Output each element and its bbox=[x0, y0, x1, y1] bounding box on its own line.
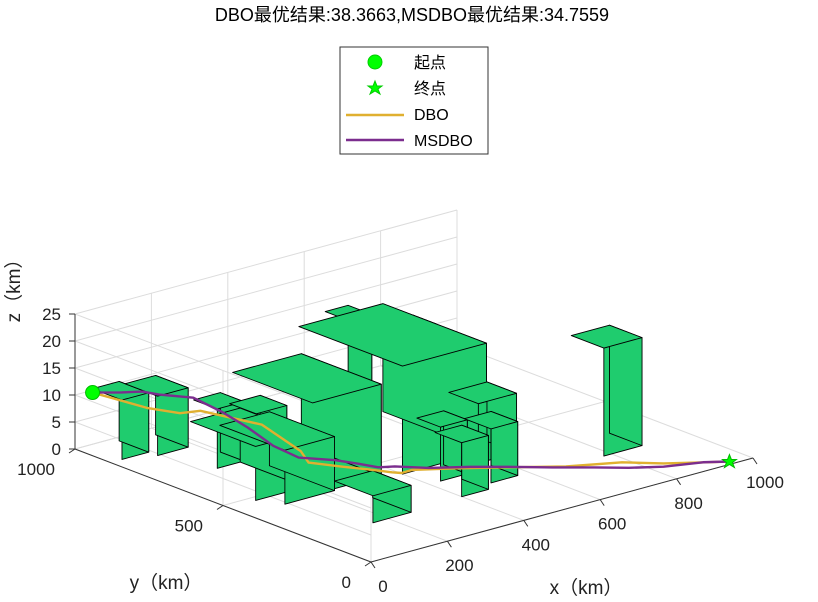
z-tick-label: 25 bbox=[42, 305, 61, 324]
legend-start-label: 起点 bbox=[414, 54, 446, 72]
z-tick-label: 5 bbox=[52, 413, 61, 432]
legend-end-label: 终点 bbox=[414, 80, 446, 98]
x-tick-mark bbox=[523, 520, 529, 527]
legend-dbo-label: DBO bbox=[414, 107, 449, 124]
building-top-face bbox=[232, 353, 382, 404]
legend-msdbo-label: MSDBO bbox=[414, 133, 473, 150]
y-tick-mark bbox=[216, 505, 224, 510]
legend-box bbox=[339, 46, 489, 155]
series-line-msdbo bbox=[91, 390, 731, 470]
building-top-face bbox=[124, 374, 189, 397]
z-tick-label: 20 bbox=[42, 332, 61, 351]
y-tick-label: 500 bbox=[175, 517, 203, 536]
y-tick-label: 0 bbox=[342, 573, 351, 592]
building bbox=[298, 303, 487, 475]
y-tick-mark bbox=[68, 448, 76, 454]
legend-end-marker bbox=[366, 79, 384, 96]
x-tick-mark bbox=[752, 457, 758, 465]
x-tick-label: 400 bbox=[522, 535, 550, 554]
x-tick-mark bbox=[676, 478, 682, 486]
grid-line-z-wall bbox=[74, 263, 458, 369]
building bbox=[333, 470, 412, 524]
building-top-face bbox=[298, 303, 487, 367]
building-top-face bbox=[229, 394, 288, 415]
markers bbox=[85, 385, 738, 469]
start-marker bbox=[85, 385, 101, 401]
z-tick-label: 0 bbox=[52, 440, 61, 459]
series-line-dbo bbox=[91, 391, 731, 475]
x-tick-mark bbox=[370, 561, 376, 569]
building bbox=[570, 324, 643, 457]
x-tick-label: 600 bbox=[598, 515, 626, 534]
x-axis-line bbox=[370, 457, 754, 563]
building-top-face bbox=[416, 410, 468, 428]
grid-line-z-wall bbox=[74, 209, 458, 315]
x-tick-label: 800 bbox=[674, 494, 702, 513]
x-axis-label: x（km） bbox=[550, 577, 623, 599]
building-top-face bbox=[570, 324, 643, 349]
x-tick-mark bbox=[599, 499, 605, 506]
buildings bbox=[91, 303, 643, 524]
x-tick-mark bbox=[446, 540, 452, 548]
legend-start-marker bbox=[367, 54, 383, 70]
building-top-face bbox=[463, 410, 519, 430]
z-axis-label: z（km） bbox=[3, 250, 25, 323]
axes bbox=[68, 313, 758, 569]
y-tick-mark bbox=[364, 561, 372, 567]
chart-title: DBO最优结果:38.3663,MSDBO最优结果:34.7559 bbox=[215, 5, 609, 25]
end-marker bbox=[720, 453, 738, 469]
x-tick-label: 0 bbox=[378, 577, 387, 596]
z-tick-label: 15 bbox=[42, 359, 61, 378]
y-tick-label: 1000 bbox=[17, 460, 55, 479]
building-top-face bbox=[448, 381, 518, 405]
x-tick-label: 200 bbox=[445, 556, 473, 575]
legend: 起点 终点 DBO MSDBO bbox=[339, 46, 489, 155]
y-axis-label: y（km） bbox=[130, 572, 203, 594]
x-tick-label: 1000 bbox=[746, 473, 784, 492]
series-layer bbox=[91, 390, 731, 475]
grid-line-z-wall bbox=[74, 236, 458, 342]
building-top-face bbox=[434, 424, 489, 444]
building bbox=[91, 381, 150, 460]
z-tick-label: 10 bbox=[42, 386, 61, 405]
